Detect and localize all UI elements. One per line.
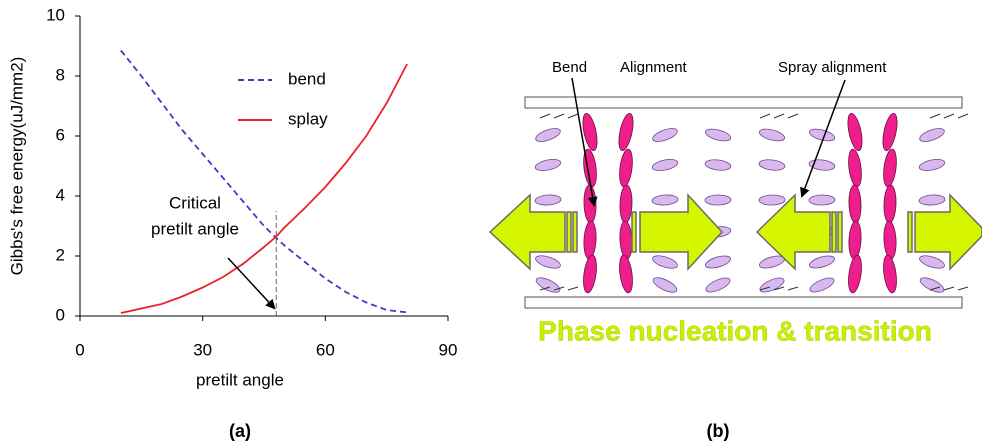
lc-molecule	[918, 253, 946, 271]
diagram-label: Spray alignment	[778, 59, 887, 76]
liquid-crystals	[534, 112, 968, 295]
lc-molecule	[919, 194, 946, 206]
arrow-stripe	[567, 212, 571, 252]
bend-molecule	[846, 254, 863, 293]
caption: (a)	[229, 421, 251, 441]
x-tick-label: 0	[75, 340, 84, 359]
legend-label: bend	[288, 69, 326, 88]
arrow-stripe	[573, 212, 577, 252]
lc-molecule	[535, 194, 562, 206]
lc-molecule	[808, 254, 836, 271]
bend-molecule	[619, 221, 633, 260]
surface-mark	[760, 114, 770, 118]
lc-molecule	[704, 254, 732, 271]
bend-molecule	[848, 221, 862, 260]
diagram-label: Alignment	[620, 59, 688, 76]
bend-molecule	[583, 185, 596, 223]
x-tick-label: 90	[439, 340, 458, 359]
caption: (b)	[707, 421, 730, 441]
surface-mark	[788, 114, 798, 118]
lc-molecule	[918, 275, 946, 295]
bend-molecule	[881, 254, 898, 293]
lc-molecule	[758, 158, 785, 171]
bottom-plate	[525, 297, 962, 308]
lc-molecule	[918, 157, 946, 172]
lc-molecule	[918, 126, 946, 144]
lc-molecule	[758, 127, 786, 143]
lc-molecule	[704, 275, 732, 295]
y-tick-label: 2	[56, 245, 65, 264]
surface-mark	[774, 114, 784, 118]
surface-mark	[944, 287, 954, 290]
x-tick-label: 60	[316, 340, 335, 359]
x-axis-label: pretilt angle	[196, 370, 284, 389]
arrow-stripe	[838, 212, 842, 252]
bend-molecule	[581, 254, 598, 293]
arrow-stripe	[832, 212, 836, 252]
bend-molecule	[616, 112, 636, 152]
bend-molecule	[617, 254, 634, 293]
bend-molecule	[880, 112, 900, 152]
series-line	[121, 51, 407, 313]
lc-molecule	[808, 275, 836, 295]
lc-molecule	[652, 194, 679, 206]
legend-label: splay	[288, 109, 328, 128]
bend-molecule	[883, 221, 897, 260]
x-tick-label: 30	[193, 340, 212, 359]
y-tick-label: 8	[56, 65, 65, 84]
bend-molecule	[882, 148, 899, 187]
lc-molecule	[651, 253, 679, 271]
lc-molecule	[704, 127, 732, 143]
surface-mark	[930, 114, 940, 118]
diagram-label: Bend	[552, 59, 587, 76]
bend-molecule	[847, 148, 864, 187]
lc-molecule	[534, 126, 562, 144]
y-tick-label: 10	[46, 5, 65, 24]
surface-mark	[958, 114, 968, 118]
arrow-stripe	[632, 212, 636, 252]
annotation-text: pretilt angle	[151, 219, 239, 238]
bend-molecule	[848, 185, 861, 223]
surface-mark	[568, 114, 578, 118]
flow-arrows	[490, 195, 982, 269]
lc-molecule	[651, 275, 679, 295]
bend-molecule	[883, 185, 896, 223]
arrow-left	[490, 195, 565, 269]
lc-molecule	[809, 195, 835, 205]
surface-mark	[540, 114, 550, 118]
arrow-stripe	[908, 212, 912, 252]
top-plate	[525, 97, 962, 108]
lc-molecule	[758, 275, 786, 295]
y-tick-label: 4	[56, 185, 65, 204]
lc-molecule	[651, 126, 679, 144]
lc-molecule	[705, 195, 731, 205]
series-line	[121, 64, 407, 313]
banner: Phase nucleation & transition	[538, 315, 932, 346]
lc-molecule	[759, 195, 785, 205]
lc-molecule	[651, 157, 679, 172]
lc-molecule	[704, 158, 731, 171]
y-axis-label: Gibbs's free energy(uJ/mm2)	[7, 57, 26, 276]
bend-molecule	[583, 221, 597, 260]
surface-mark	[958, 287, 968, 290]
surface-mark	[568, 287, 578, 290]
lc-molecule	[534, 253, 562, 271]
y-tick-label: 6	[56, 125, 65, 144]
surface-mark	[788, 287, 798, 290]
bend-molecule	[618, 148, 635, 187]
figure: pretilt angle Gibbs's free energy(uJ/mm2…	[0, 0, 982, 448]
bend-molecule	[845, 112, 865, 152]
lc-molecule	[534, 157, 562, 172]
lc-molecule	[534, 275, 562, 295]
annotation-arrow	[228, 258, 274, 308]
annotation-text: Critical	[169, 193, 221, 212]
bend-molecule	[619, 185, 632, 223]
surface-mark	[554, 114, 564, 118]
y-tick-label: 0	[56, 305, 65, 324]
surface-mark	[944, 114, 954, 118]
